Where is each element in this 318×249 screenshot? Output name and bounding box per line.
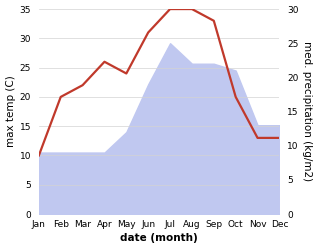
Y-axis label: med. precipitation (kg/m2): med. precipitation (kg/m2) [302, 42, 313, 182]
X-axis label: date (month): date (month) [120, 234, 198, 244]
Y-axis label: max temp (C): max temp (C) [5, 76, 16, 147]
